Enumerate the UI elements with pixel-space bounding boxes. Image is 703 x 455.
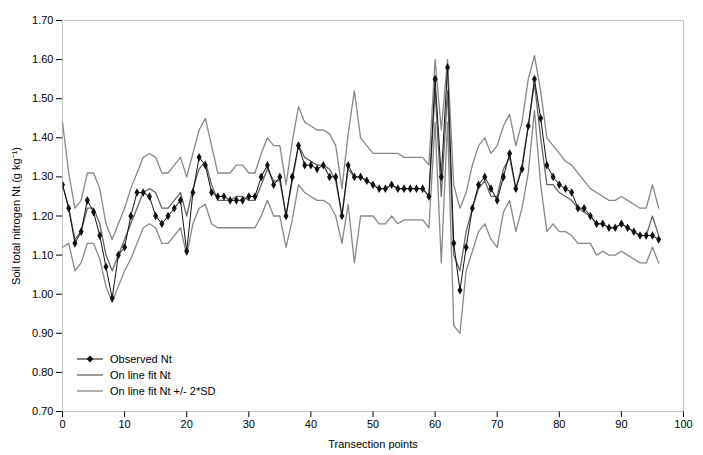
- svg-text:1.30: 1.30: [32, 170, 53, 182]
- html-text:Observed Nt: Observed Nt: [110, 353, 172, 365]
- svg-text:10: 10: [118, 418, 130, 430]
- svg-text:Transection points: Transection points: [328, 438, 418, 450]
- svg-text:50: 50: [367, 418, 379, 430]
- svg-text:Soil total nitrogen Nt (g kg⁻¹: Soil total nitrogen Nt (g kg⁻¹): [10, 147, 22, 285]
- svg-text:0.90: 0.90: [32, 327, 53, 339]
- svg-text:1.50: 1.50: [32, 92, 53, 104]
- svg-text:1.20: 1.20: [32, 210, 53, 222]
- svg-text:1.00: 1.00: [32, 288, 53, 300]
- svg-text:1.70: 1.70: [32, 14, 53, 26]
- svg-text:0.70: 0.70: [32, 405, 53, 417]
- svg-text:1.60: 1.60: [32, 53, 53, 65]
- svg-text:1.40: 1.40: [32, 131, 53, 143]
- svg-text:0: 0: [59, 418, 65, 430]
- svg-text:0.80: 0.80: [32, 366, 53, 378]
- svg-text:30: 30: [243, 418, 255, 430]
- svg-text:90: 90: [615, 418, 627, 430]
- svg-text:40: 40: [305, 418, 317, 430]
- svg-text:70: 70: [491, 418, 503, 430]
- svg-text:80: 80: [553, 418, 565, 430]
- svg-text:1.10: 1.10: [32, 249, 53, 261]
- svg-text:20: 20: [181, 418, 193, 430]
- svg-text:60: 60: [429, 418, 441, 430]
- html-text:On line fit Nt: On line fit Nt: [110, 369, 171, 381]
- svg-text:100: 100: [674, 418, 692, 430]
- html-text:On line fit Nt +/- 2*SD: On line fit Nt +/- 2*SD: [110, 385, 216, 397]
